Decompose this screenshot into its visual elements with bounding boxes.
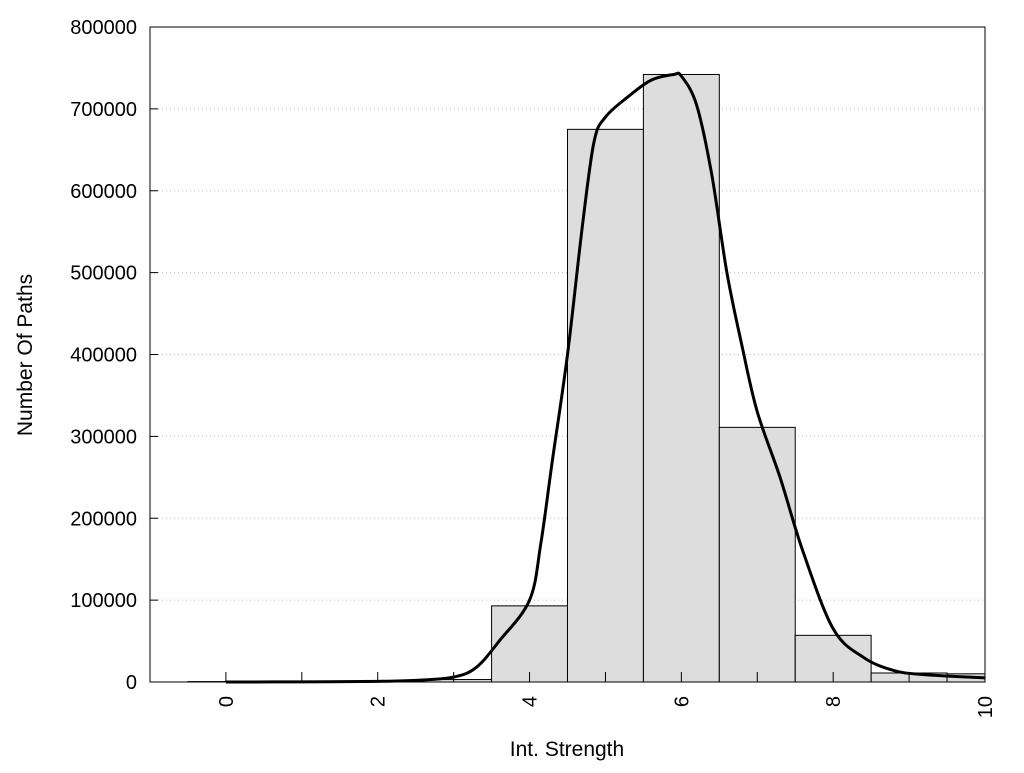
x-tick-label: 0 bbox=[216, 696, 238, 707]
y-tick-label: 500000 bbox=[70, 263, 137, 285]
y-tick-label: 400000 bbox=[70, 345, 137, 367]
x-tick-label: 10 bbox=[975, 696, 997, 718]
y-tick-label: 200000 bbox=[70, 508, 137, 530]
y-tick-label: 0 bbox=[126, 672, 137, 694]
y-ticks: 0 100000 200000 300000 400000 500000 600000 700… bbox=[70, 17, 158, 694]
x-tick-label: 6 bbox=[671, 696, 693, 707]
y-tick-label: 100000 bbox=[70, 590, 137, 612]
x-tick-label: 8 bbox=[823, 696, 845, 707]
y-tick-label: 300000 bbox=[70, 426, 137, 448]
y-tick-label: 800000 bbox=[70, 17, 137, 39]
bar bbox=[643, 74, 719, 682]
bar bbox=[719, 427, 795, 682]
bar bbox=[568, 129, 644, 682]
y-tick-label: 700000 bbox=[70, 99, 137, 121]
x-tick-label: 4 bbox=[520, 696, 542, 707]
y-tick-label: 600000 bbox=[70, 181, 137, 203]
x-tick-label: 2 bbox=[368, 696, 390, 707]
bar bbox=[492, 606, 568, 682]
bars bbox=[188, 74, 985, 682]
x-axis-label: Int. Strength bbox=[510, 738, 624, 761]
y-axis-label: Number Of Paths bbox=[14, 274, 37, 436]
